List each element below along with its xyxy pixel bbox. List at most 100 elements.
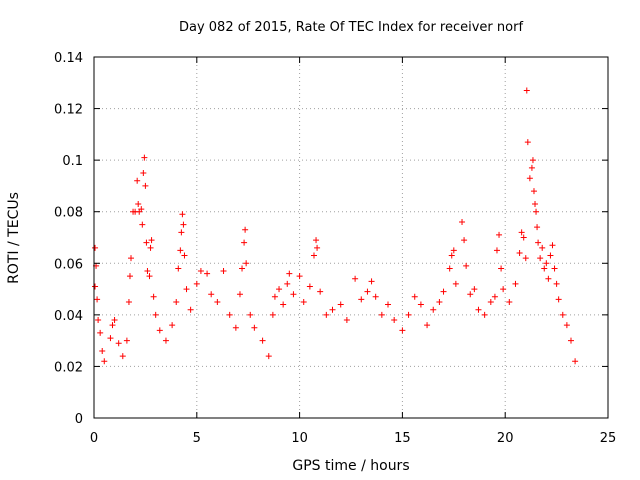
data-point	[459, 219, 466, 226]
data-point	[97, 329, 104, 336]
data-point	[109, 322, 116, 329]
data-point	[236, 291, 243, 298]
data-point	[181, 252, 188, 259]
data-point	[534, 224, 541, 231]
data-point	[526, 175, 533, 182]
data-point	[247, 311, 254, 318]
data-point	[175, 265, 182, 272]
data-point	[461, 237, 468, 244]
data-point	[156, 327, 163, 334]
y-tick-label: 0.02	[54, 360, 83, 375]
y-tick-label: 0.08	[54, 206, 83, 221]
data-point	[143, 239, 150, 246]
data-point	[364, 288, 371, 295]
data-point	[553, 280, 560, 287]
data-point	[214, 298, 221, 305]
data-point	[424, 322, 431, 329]
data-point	[385, 301, 392, 308]
data-point	[197, 268, 204, 275]
x-tick-label: 25	[600, 431, 617, 446]
data-point	[147, 244, 154, 251]
data-point	[491, 293, 498, 300]
data-point	[555, 296, 562, 303]
data-point	[204, 270, 211, 277]
data-point	[512, 280, 519, 287]
data-point	[467, 291, 474, 298]
data-point	[572, 358, 579, 365]
data-point	[352, 275, 359, 282]
data-point	[399, 327, 406, 334]
data-point	[372, 293, 379, 300]
data-point	[436, 298, 443, 305]
data-point	[487, 298, 494, 305]
data-point	[358, 296, 365, 303]
data-point	[141, 154, 148, 161]
data-point	[134, 177, 141, 184]
data-point	[520, 234, 527, 241]
x-tick-label: 20	[497, 431, 514, 446]
data-point	[516, 249, 523, 256]
data-point	[123, 337, 130, 344]
data-point	[138, 206, 145, 213]
data-point	[329, 306, 336, 313]
data-point	[411, 293, 418, 300]
data-point	[547, 252, 554, 259]
data-point	[251, 324, 258, 331]
data-point	[284, 280, 291, 287]
data-point	[314, 244, 321, 251]
y-axis-label: ROTI / TECUs	[6, 192, 22, 284]
plot-border	[93, 56, 609, 419]
data-point	[500, 286, 507, 293]
grid-lines	[94, 57, 608, 418]
data-point	[179, 211, 186, 218]
x-tick-label: 15	[394, 431, 411, 446]
x-tick-label: 10	[291, 431, 308, 446]
data-point	[496, 231, 503, 238]
data-point	[241, 239, 248, 246]
data-point	[533, 208, 540, 215]
data-points	[92, 87, 579, 365]
data-point	[169, 322, 176, 329]
data-point	[119, 353, 126, 360]
data-point	[518, 229, 525, 236]
data-point	[463, 262, 470, 269]
data-point	[180, 221, 187, 228]
data-point	[417, 301, 424, 308]
chart-title: Day 082 of 2015, Rate Of TEC Index for r…	[179, 20, 523, 35]
data-point	[187, 306, 194, 313]
data-point	[139, 221, 146, 228]
data-point	[368, 278, 375, 285]
data-point	[530, 188, 537, 195]
data-point	[259, 337, 266, 344]
data-point	[537, 255, 544, 262]
y-tick-label: 0.06	[54, 257, 83, 272]
data-point	[452, 280, 459, 287]
data-point	[101, 358, 108, 365]
data-point	[529, 157, 536, 164]
data-point	[220, 268, 227, 275]
x-axis-label: GPS time / hours	[292, 458, 409, 474]
data-point	[135, 200, 142, 207]
data-point	[286, 270, 293, 277]
data-point	[242, 226, 249, 233]
data-point	[523, 87, 530, 94]
data-point	[296, 273, 303, 280]
data-point	[446, 265, 453, 272]
data-point	[239, 265, 246, 272]
data-point	[232, 324, 239, 331]
data-point	[107, 335, 114, 342]
data-point	[545, 275, 552, 282]
data-point	[337, 301, 344, 308]
data-point	[146, 273, 153, 280]
data-point	[178, 229, 185, 236]
data-point	[150, 293, 157, 300]
y-tick-label: 0.14	[54, 51, 83, 66]
data-point	[543, 260, 550, 267]
y-tick-label: 0.04	[54, 309, 83, 324]
data-point	[115, 340, 122, 347]
data-point	[450, 247, 457, 254]
data-point	[265, 353, 272, 360]
data-point	[481, 311, 488, 318]
data-point	[522, 255, 529, 262]
